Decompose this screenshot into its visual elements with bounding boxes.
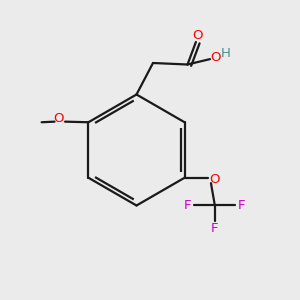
Text: O: O	[210, 51, 220, 64]
Text: O: O	[209, 173, 220, 186]
Text: O: O	[53, 112, 63, 124]
Text: O: O	[192, 29, 203, 42]
Text: F: F	[238, 199, 245, 212]
Text: H: H	[221, 47, 230, 60]
Text: F: F	[184, 199, 191, 212]
Text: F: F	[211, 222, 218, 235]
